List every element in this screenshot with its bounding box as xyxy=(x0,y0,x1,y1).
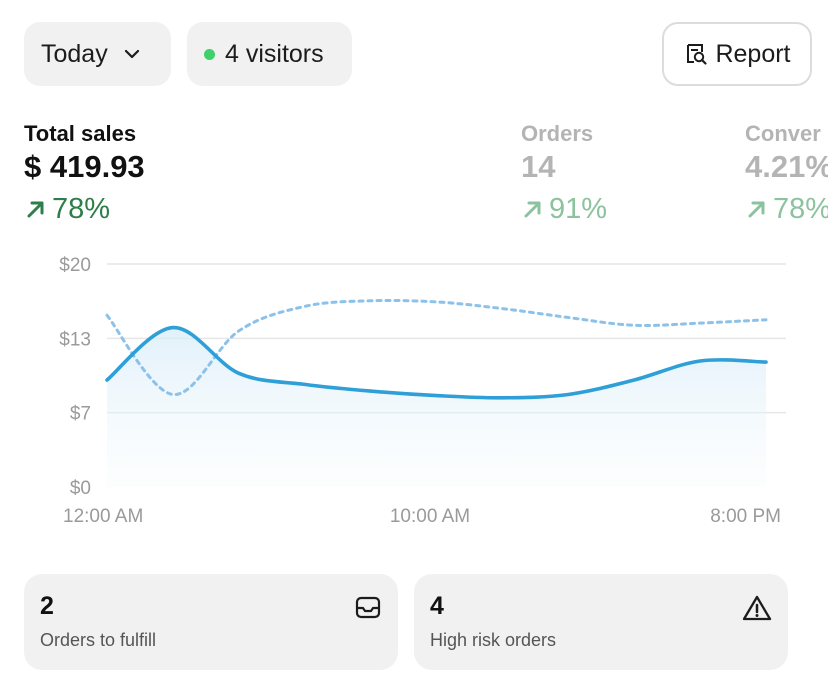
sales-line-chart[interactable]: $0 $7 $13 $20 12:00 AM 10:00 AM 8:00 PM xyxy=(0,240,828,540)
metric-total-sales[interactable]: Total sales $ 419.93 78% xyxy=(24,120,145,227)
metric-orders[interactable]: Orders 14 91% xyxy=(521,120,607,227)
card-count: 2 xyxy=(40,592,54,620)
visitors-label: 4 visitors xyxy=(225,39,324,68)
report-search-icon xyxy=(683,41,709,67)
y-tick-label: $20 xyxy=(59,255,91,276)
y-tick-label: $0 xyxy=(70,478,91,499)
arrow-up-right-icon xyxy=(521,197,545,221)
metric-value: 14 xyxy=(521,149,556,184)
x-tick-label: 8:00 PM xyxy=(710,506,781,527)
high-risk-orders-card[interactable]: 4 High risk orders xyxy=(414,574,788,670)
card-count: 4 xyxy=(430,592,444,620)
metric-label: Orders xyxy=(521,121,594,146)
date-filter-dropdown[interactable]: Today xyxy=(24,22,171,86)
metric-change: 91% xyxy=(521,191,607,227)
card-label: High risk orders xyxy=(430,630,557,650)
y-tick-label: $7 xyxy=(70,404,91,425)
report-button[interactable]: Report xyxy=(662,22,812,86)
metric-label: Conver xyxy=(745,121,821,146)
metric-value: 4.21% xyxy=(745,149,828,184)
warning-icon xyxy=(742,594,772,622)
metric-value: $ 419.93 xyxy=(24,149,145,184)
sales-series-line xyxy=(105,325,768,400)
metric-change: 78% xyxy=(24,191,145,227)
orders-to-fulfill-card[interactable]: 2 Orders to fulfill xyxy=(24,574,398,670)
x-tick-label: 12:00 AM xyxy=(63,506,143,527)
x-tick-label: 10:00 AM xyxy=(390,506,470,527)
metric-change-value: 78% xyxy=(52,193,111,225)
date-filter-label: Today xyxy=(41,39,108,68)
metric-change-value: 91% xyxy=(549,193,608,225)
report-label: Report xyxy=(715,39,791,68)
arrow-up-right-icon xyxy=(745,197,769,221)
metric-change-value: 78% xyxy=(773,193,828,225)
chevron-down-icon xyxy=(122,44,142,64)
metric-label: Total sales xyxy=(24,121,137,146)
live-visitors-chip[interactable]: 4 visitors xyxy=(187,22,352,86)
arrow-up-right-icon xyxy=(24,197,48,221)
inbox-icon xyxy=(354,594,382,622)
metric-change: 78% xyxy=(745,191,828,227)
card-label: Orders to fulfill xyxy=(40,630,157,650)
comparison-series-line xyxy=(105,298,768,397)
sales-area-fill xyxy=(107,327,766,487)
y-tick-label: $13 xyxy=(59,329,91,350)
metric-conversion[interactable]: Conver 4.21% 78% xyxy=(745,120,828,227)
live-status-dot xyxy=(204,48,215,60)
